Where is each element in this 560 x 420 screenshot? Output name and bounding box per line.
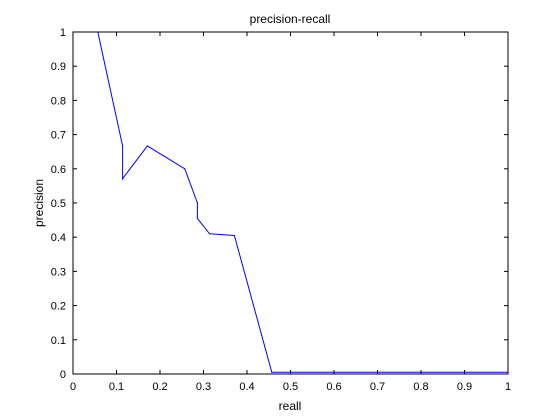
chart-title: precision-recall	[250, 12, 331, 26]
y-tick-label: 0.5	[51, 198, 66, 210]
x-tick-label: 0.7	[370, 381, 385, 393]
x-tick-label: 0.9	[457, 381, 472, 393]
x-tick-label: 0.1	[109, 381, 124, 393]
x-tick-label: 0	[70, 381, 76, 393]
x-tick-label: 0.5	[283, 381, 298, 393]
x-tick-label: 1	[505, 381, 511, 393]
data-point	[233, 234, 235, 237]
y-tick-label: 0.4	[51, 232, 66, 244]
y-axis-label: precision	[32, 179, 46, 227]
x-tick-label: 0.6	[326, 381, 341, 393]
y-tick-label: 0.7	[51, 130, 66, 142]
data-series	[97, 31, 509, 373]
x-axis-label: reall	[279, 399, 302, 413]
y-tick-label: 0.9	[51, 61, 66, 73]
y-tick-label: 1	[60, 27, 66, 39]
data-point	[271, 371, 273, 373]
y-tick-label: 0.2	[51, 301, 66, 313]
y-tick-label: 0.1	[51, 335, 66, 347]
y-tick-label: 0.8	[51, 95, 66, 107]
data-point	[146, 145, 148, 147]
data-point	[208, 233, 211, 235]
plot-frame	[72, 31, 509, 375]
tick-labels: 0 0.1 0.2 0.3 0.4 0.5 0.6 0.7 0.8 0.9 1 0 0.1 0.2 0.3 0…	[51, 27, 511, 393]
x-tick-label: 0.3	[196, 381, 211, 393]
x-tick-label: 0.4	[239, 381, 254, 393]
plot-area	[73, 32, 508, 374]
x-tick-label: 0.8	[413, 381, 428, 393]
data-point	[121, 178, 124, 180]
data-point	[196, 202, 199, 204]
data-point	[184, 168, 186, 170]
data-point	[196, 217, 199, 219]
y-tick-label: 0.6	[51, 164, 66, 176]
x-tick-label: 0.2	[152, 381, 167, 393]
y-tick-label: 0	[60, 369, 66, 381]
data-point	[121, 145, 124, 147]
y-tick-label: 0.3	[51, 266, 66, 278]
